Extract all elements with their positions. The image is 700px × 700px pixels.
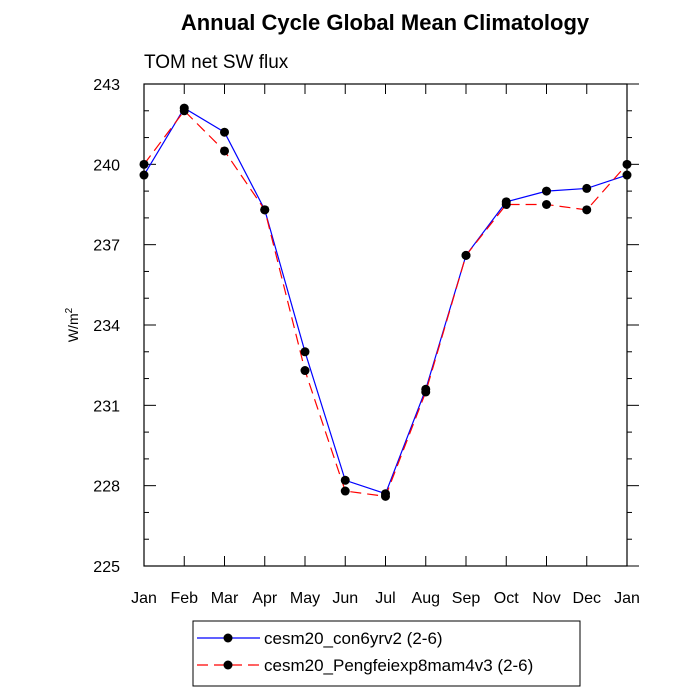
y-tick-label: 231 — [93, 398, 120, 415]
legend-label-2: cesm20_Pengfeiexp8mam4v3 (2-6) — [264, 656, 533, 675]
series-2-point — [542, 200, 551, 209]
legend-marker-1 — [223, 633, 233, 643]
series-2-point — [139, 159, 149, 169]
series-2-point — [381, 491, 390, 501]
x-tick-label: Nov — [532, 590, 560, 607]
series-lines — [143, 107, 628, 498]
y-tick-label: 240 — [93, 157, 120, 174]
series-2-point — [340, 486, 350, 496]
series-2-point — [501, 200, 511, 209]
legend-items: cesm20_con6yrv2 (2-6) cesm20_Pengfeiexp8m… — [197, 629, 533, 675]
y-axis-label: W/m2 — [64, 307, 81, 342]
series-2-point — [421, 387, 431, 397]
y-tick-label: 225 — [93, 559, 120, 576]
x-tick-label: Mar — [211, 590, 239, 607]
y-axis-label-superscript: 2 — [64, 307, 75, 313]
x-tick-label: Dec — [573, 590, 601, 607]
series-2-point — [582, 205, 592, 215]
y-tick-label: 243 — [93, 77, 120, 94]
axes: Jan Feb Mar Apr May Jun Jul Aug Sep Oct Nov Dec Jan 2… — [93, 77, 640, 607]
series-2-point — [622, 159, 632, 169]
series-2-point — [461, 250, 471, 260]
series-1-point — [542, 186, 551, 196]
series-1-point — [622, 170, 632, 180]
x-tick-label: Jul — [375, 590, 395, 607]
x-tick-label: Jun — [332, 590, 358, 607]
series-1-point — [582, 183, 592, 193]
x-tick-label: Sep — [452, 590, 481, 607]
legend-label-1: cesm20_con6yrv2 (2-6) — [264, 629, 443, 648]
series-markers — [139, 103, 632, 501]
series-2-point — [179, 106, 189, 116]
chart-title: Annual Cycle Global Mean Climatology — [181, 10, 590, 35]
legend: cesm20_con6yrv2 (2-6) cesm20_Pengfeiexp8m… — [192, 620, 581, 687]
x-tick-label: Aug — [412, 590, 440, 607]
series-line-1 — [143, 107, 628, 495]
chart-subtitle: TOM net SW flux — [144, 52, 289, 73]
series-1-point — [300, 347, 310, 357]
y-tick-label: 237 — [93, 238, 120, 255]
legend-box — [192, 620, 581, 687]
series-1-point — [139, 170, 149, 180]
series-1-point — [220, 127, 229, 137]
series-2-point — [220, 146, 229, 156]
y-tick-label: 234 — [93, 318, 120, 335]
x-tick-label: Jan — [614, 590, 640, 607]
x-tick-label: Jan — [131, 590, 157, 607]
x-tick-label: Feb — [170, 590, 198, 607]
y-tick-label: 228 — [93, 479, 120, 496]
x-tick-label: Oct — [494, 590, 519, 607]
series-line-2 — [143, 109, 628, 498]
x-tick-label: Apr — [252, 590, 278, 607]
series-2-point — [260, 205, 270, 215]
x-tick-label: May — [290, 590, 320, 607]
legend-marker-2 — [223, 660, 233, 670]
series-2-point — [300, 366, 310, 376]
series-1-point — [340, 475, 350, 485]
